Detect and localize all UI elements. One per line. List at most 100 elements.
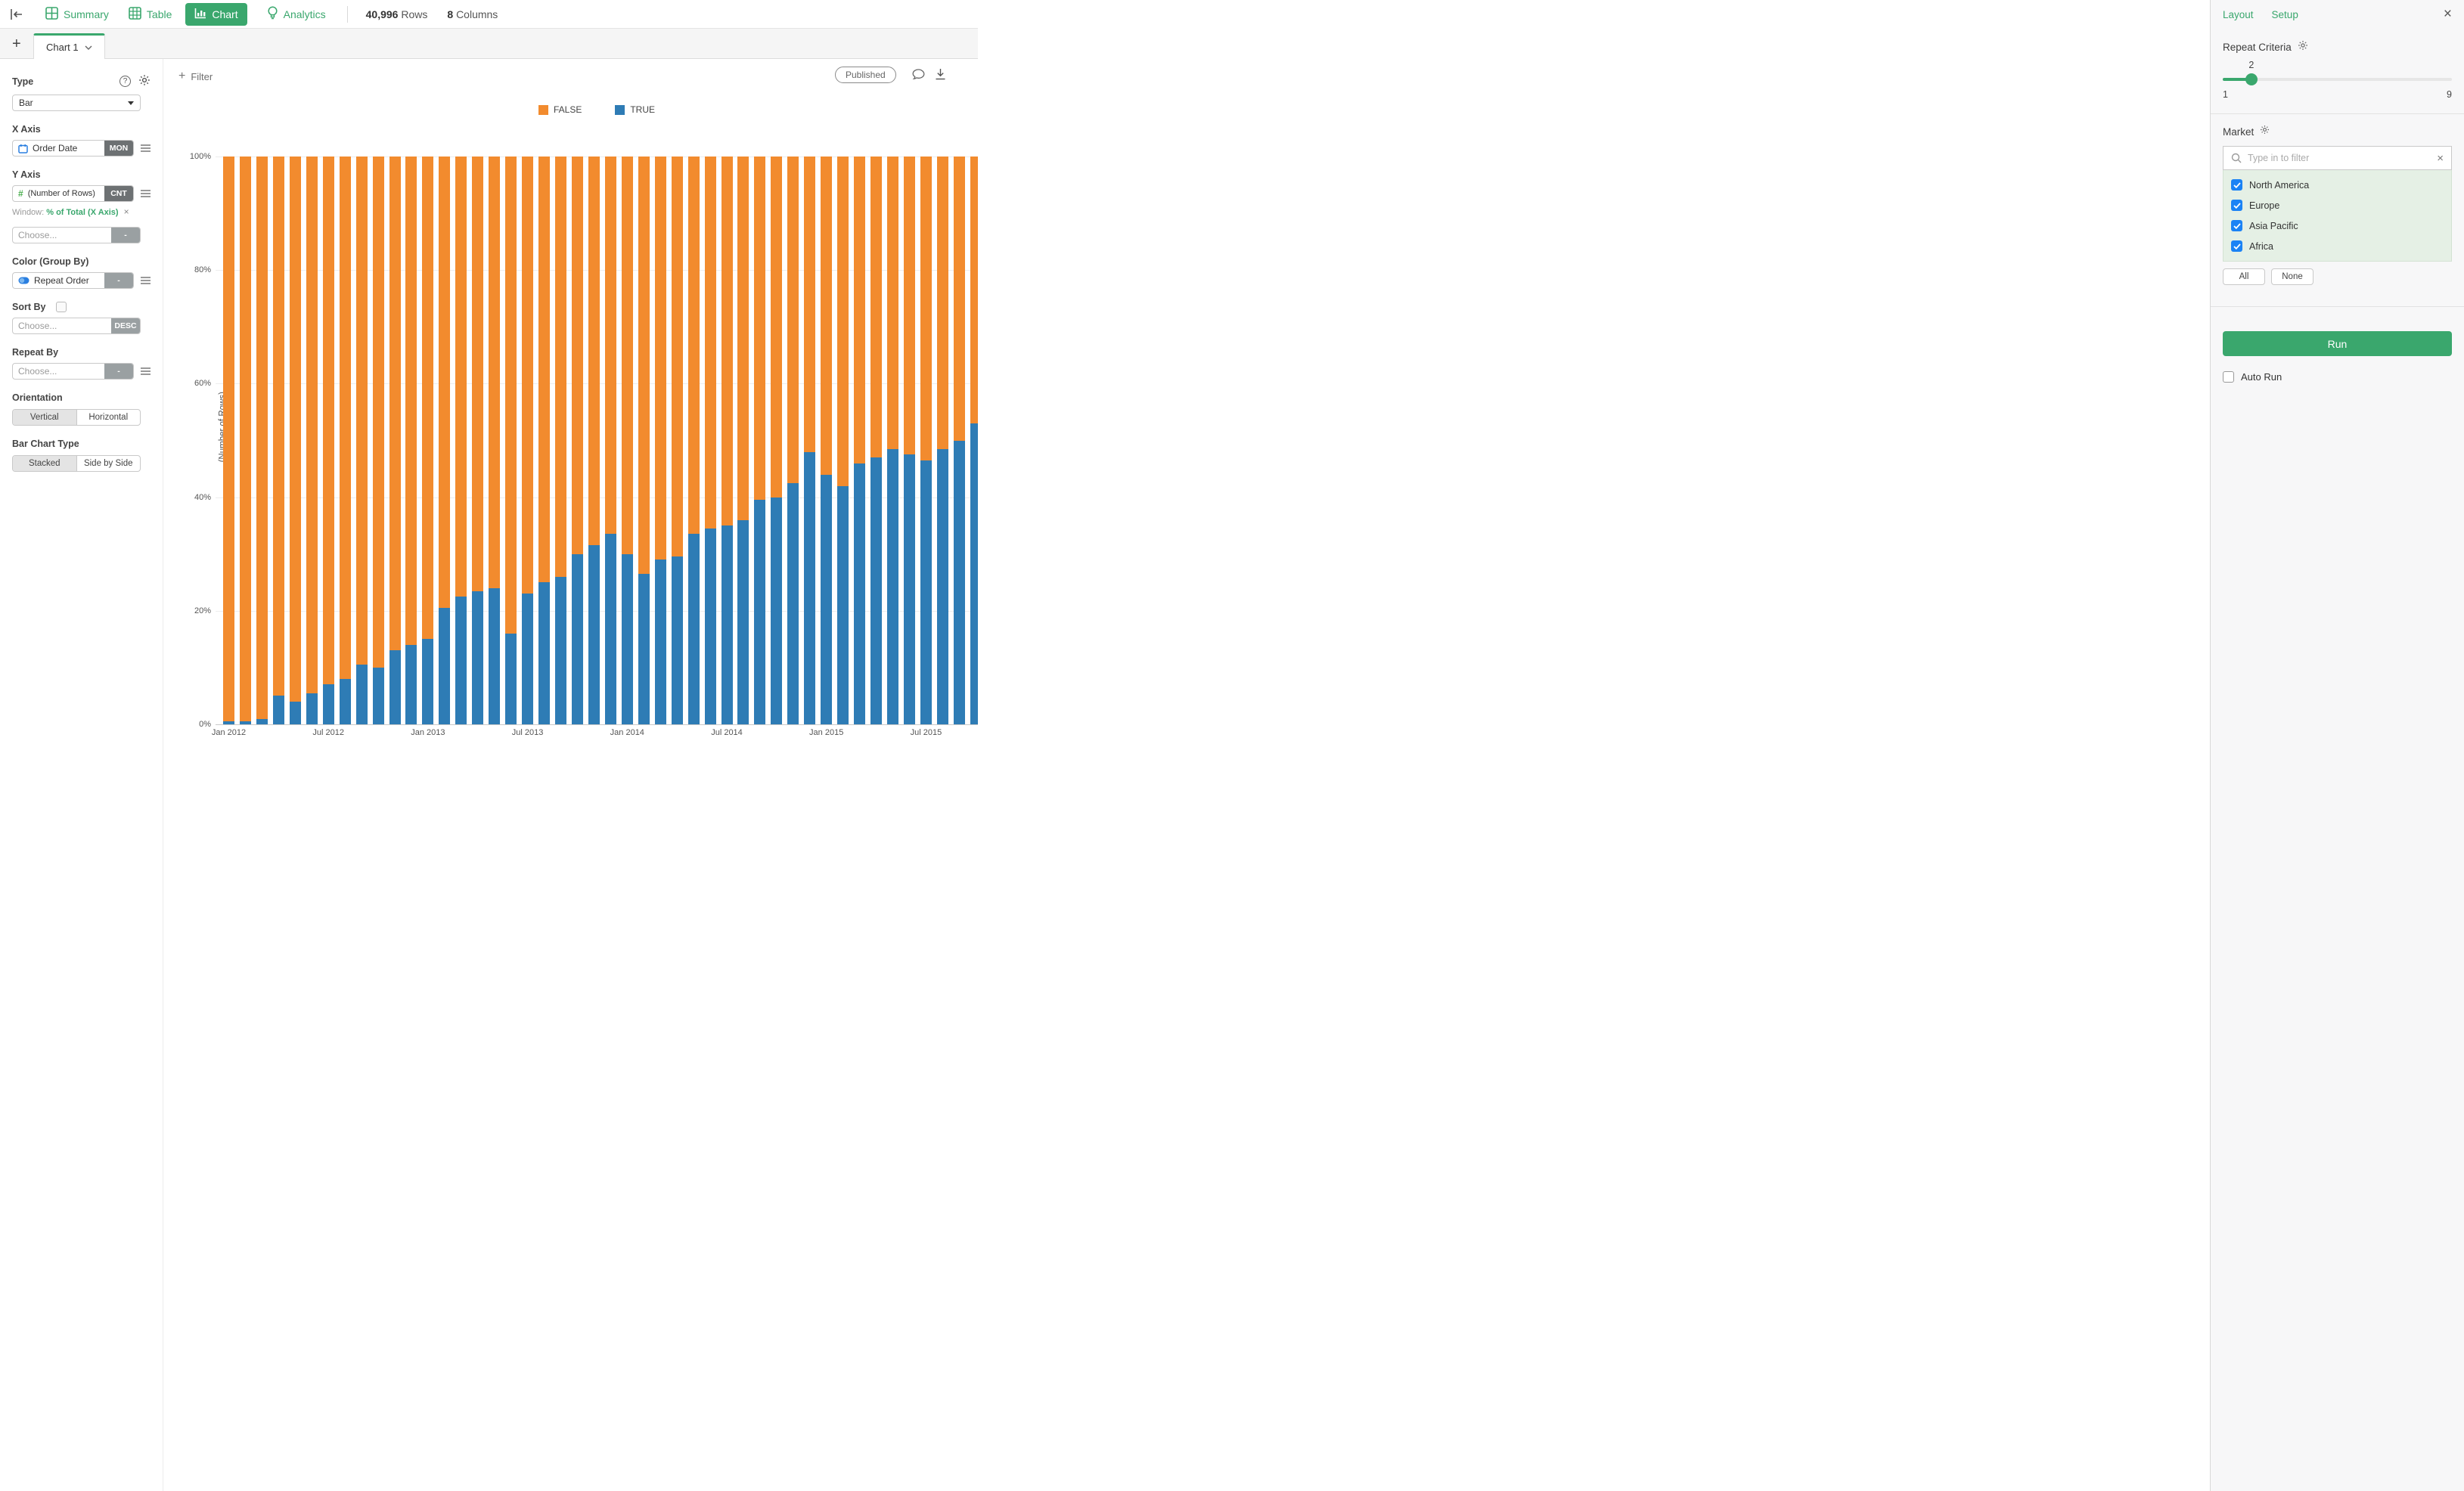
x-axis-menu-icon[interactable]	[141, 144, 151, 152]
stacked-bar-nov-2012[interactable]	[389, 157, 401, 724]
stacked-bar-mar-2013[interactable]	[455, 157, 467, 724]
bar-segment-false[interactable]	[256, 157, 268, 719]
bar-segment-false[interactable]	[472, 157, 484, 591]
stacked-bar-jun-2013[interactable]	[505, 157, 517, 724]
chart-type-select[interactable]: Bar	[12, 95, 141, 111]
add-chart-tab-button[interactable]: +	[12, 36, 21, 52]
stacked-bar-feb-2014[interactable]	[638, 157, 650, 724]
stacked-bar-jan-2012[interactable]	[223, 157, 234, 724]
tab-chart-1[interactable]: Chart 1	[33, 33, 105, 59]
bar-segment-true[interactable]	[239, 721, 251, 724]
slider-handle[interactable]	[2245, 73, 2258, 85]
market-option-asia-pacific[interactable]: Asia Pacific	[2223, 215, 2451, 236]
bar-segment-true[interactable]	[322, 684, 334, 724]
stacked-bar-jun-2014[interactable]	[704, 157, 716, 724]
bar-segment-false[interactable]	[223, 157, 234, 722]
y-axis-menu-icon[interactable]	[141, 190, 151, 197]
x-axis-field[interactable]: Order Date MON	[12, 140, 134, 157]
color-field[interactable]: Repeat Order -	[12, 272, 134, 289]
bar-type-stacked-option[interactable]: Stacked	[13, 456, 76, 471]
bar-segment-true[interactable]	[721, 525, 733, 724]
stacked-bar-sep-2012[interactable]	[355, 157, 368, 724]
bar-segment-false[interactable]	[422, 157, 434, 640]
bar-segment-true[interactable]	[704, 528, 716, 724]
stacked-bar-sep-2015[interactable]	[953, 157, 965, 724]
bar-segment-true[interactable]	[555, 576, 566, 724]
close-panel-icon[interactable]: ×	[2443, 6, 2452, 22]
add-filter-button[interactable]: + Filter	[178, 70, 213, 83]
checkbox-checked[interactable]	[2231, 240, 2242, 252]
bar-segment-true[interactable]	[887, 448, 898, 724]
stacked-bar-may-2012[interactable]	[289, 157, 301, 724]
stacked-bar-may-2013[interactable]	[489, 157, 501, 724]
bar-segment-true[interactable]	[272, 696, 284, 724]
bar-segment-false[interactable]	[671, 157, 683, 557]
stacked-bar-jul-2013[interactable]	[522, 157, 534, 724]
bar-type-side-by-side-option[interactable]: Side by Side	[76, 456, 141, 471]
stacked-bar-dec-2012[interactable]	[405, 157, 417, 724]
bar-segment-true[interactable]	[339, 678, 351, 724]
bar-segment-true[interactable]	[920, 460, 932, 724]
bar-segment-true[interactable]	[754, 500, 766, 724]
market-gear-icon[interactable]	[2260, 125, 2270, 138]
bar-segment-true[interactable]	[638, 574, 650, 724]
bar-segment-true[interactable]	[903, 454, 915, 724]
bar-segment-false[interactable]	[787, 157, 799, 483]
bar-segment-true[interactable]	[422, 639, 434, 724]
stacked-bar-aug-2012[interactable]	[339, 157, 351, 724]
bar-segment-false[interactable]	[704, 157, 716, 529]
collapse-sidebar-icon[interactable]	[8, 5, 26, 23]
comment-icon[interactable]	[912, 69, 925, 84]
sort-direction-badge[interactable]: DESC	[111, 318, 140, 333]
repeat-by-field[interactable]: Choose... -	[12, 363, 134, 380]
auto-run-checkbox[interactable]	[2223, 371, 2234, 383]
stacked-bar-jul-2015[interactable]	[920, 157, 932, 724]
remove-window-icon[interactable]: ×	[123, 206, 129, 217]
stacked-bar-aug-2013[interactable]	[538, 157, 551, 724]
bar-segment-true[interactable]	[405, 644, 417, 724]
bar-segment-false[interactable]	[272, 157, 284, 696]
legend-item-false[interactable]: FALSE	[538, 104, 582, 115]
bar-segment-false[interactable]	[372, 157, 384, 668]
repeat-by-menu-icon[interactable]	[141, 367, 151, 375]
stacked-bar-apr-2012[interactable]	[272, 157, 284, 724]
bar-segment-true[interactable]	[804, 451, 816, 724]
bar-segment-false[interactable]	[903, 157, 915, 455]
panel-tab-setup[interactable]: Setup	[2271, 8, 2298, 20]
bar-segment-false[interactable]	[804, 157, 816, 452]
stacked-bar-dec-2014[interactable]	[804, 157, 816, 724]
stacked-bar-dec-2013[interactable]	[604, 157, 616, 724]
repeat-by-modifier-badge[interactable]: -	[104, 364, 133, 379]
stacked-bar-oct-2013[interactable]	[571, 157, 583, 724]
bar-segment-false[interactable]	[489, 157, 501, 588]
bar-segment-true[interactable]	[472, 591, 484, 724]
sort-checkbox[interactable]	[55, 302, 67, 312]
stacked-bar-sep-2013[interactable]	[555, 157, 566, 724]
y-axis-field[interactable]: # (Number of Rows) CNT	[12, 185, 134, 202]
market-option-africa[interactable]: Africa	[2223, 236, 2451, 256]
bar-segment-true[interactable]	[787, 482, 799, 724]
bar-segment-false[interactable]	[306, 157, 318, 693]
bar-segment-false[interactable]	[505, 157, 517, 634]
bar-segment-true[interactable]	[771, 497, 783, 724]
bar-segment-false[interactable]	[455, 157, 467, 597]
bar-segment-false[interactable]	[355, 157, 368, 665]
bar-segment-true[interactable]	[389, 650, 401, 724]
bar-segment-true[interactable]	[306, 693, 318, 724]
tab-table[interactable]: Table	[129, 6, 172, 22]
checkbox-checked[interactable]	[2231, 179, 2242, 191]
select-none-button[interactable]: None	[2271, 268, 2313, 285]
bar-segment-true[interactable]	[289, 701, 301, 724]
stacked-bar-mar-2014[interactable]	[654, 157, 666, 724]
stacked-bar-jan-2013[interactable]	[422, 157, 434, 724]
stacked-bar-feb-2012[interactable]	[239, 157, 251, 724]
bar-segment-false[interactable]	[837, 157, 849, 486]
stacked-bar-feb-2013[interactable]	[439, 157, 451, 724]
stacked-bar-oct-2012[interactable]	[372, 157, 384, 724]
bar-segment-false[interactable]	[621, 157, 633, 554]
market-filter-input[interactable]	[2248, 153, 2431, 163]
tab-analytics[interactable]: Analytics	[267, 6, 326, 22]
bar-segment-false[interactable]	[588, 157, 600, 546]
bar-segment-false[interactable]	[405, 157, 417, 645]
stacked-bar-jun-2015[interactable]	[903, 157, 915, 724]
